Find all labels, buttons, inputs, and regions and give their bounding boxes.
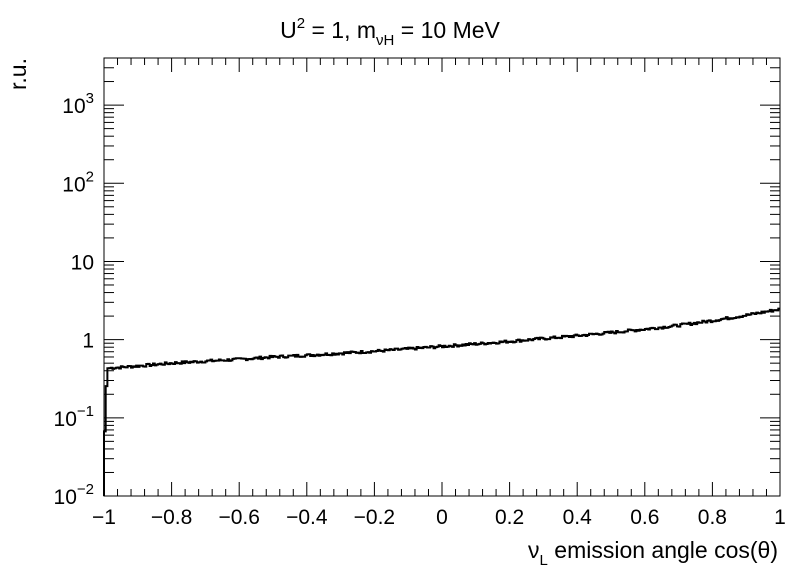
chart-title: U2 = 1, mνH = 10 MeV [280, 15, 500, 49]
x-tick-label: −0.2 [354, 506, 395, 529]
y-tick-label: 1 [82, 330, 94, 353]
y-axis-title: r.u. [5, 58, 31, 90]
x-tick-label: 1 [774, 506, 786, 529]
y-axis: 10−2 10−1 1 10 102 103 [54, 57, 780, 509]
y-tick-label: 10−2 [54, 481, 94, 509]
y-tick-label: 102 [62, 168, 94, 196]
x-tick-label: −0.8 [151, 506, 192, 529]
x-tick-label: 0.2 [495, 506, 524, 529]
y-tick-label: 103 [62, 90, 94, 118]
x-axis: −1 −0.8 −0.6 −0.4 −0.2 0 0.2 0.4 0.6 0.8 1 [92, 58, 786, 529]
x-axis-title: νL emission angle cos(θ) [528, 537, 778, 569]
plot-frame [103, 57, 781, 497]
x-tick-label: 0 [436, 506, 448, 529]
series-group [103, 307, 780, 496]
series-line [103, 307, 780, 496]
x-tick-label: −1 [92, 506, 116, 529]
x-tick-label: 0.6 [630, 506, 659, 529]
y-tick-label: 10−1 [54, 403, 94, 431]
x-tick-label: 0.4 [563, 506, 593, 529]
x-tick-label: −0.4 [286, 506, 328, 529]
x-tick-label: −0.6 [218, 506, 259, 529]
y-tick-label: 10 [71, 251, 94, 274]
x-tick-label: 0.8 [698, 506, 727, 529]
